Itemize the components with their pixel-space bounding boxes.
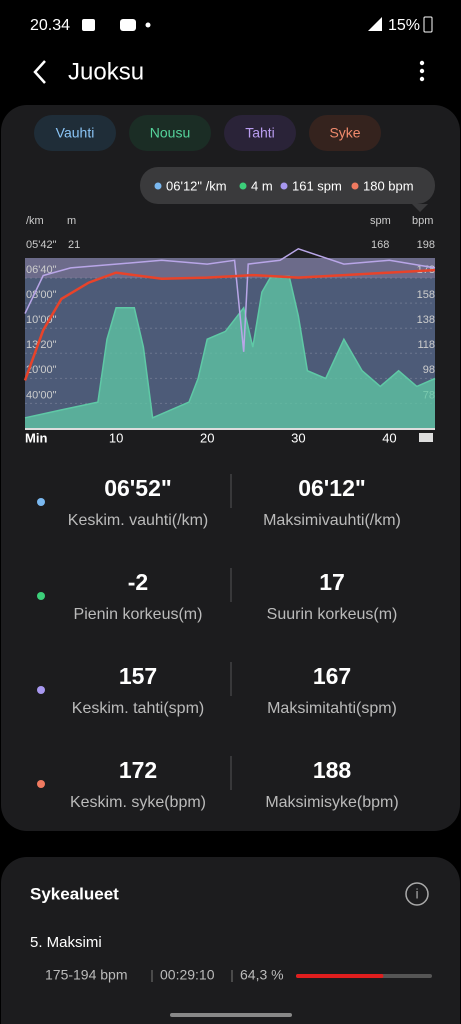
tooltip-dot [239, 182, 247, 190]
stat-dot [37, 498, 45, 506]
stat-value: 06'12" [298, 475, 366, 501]
tab[interactable] [224, 115, 296, 151]
tab-label: Tahti [245, 125, 275, 141]
axis-unit: /km [26, 215, 44, 227]
stat-value: -2 [128, 569, 148, 595]
tooltip-dot [351, 182, 359, 190]
stat-dot [37, 592, 45, 600]
tab[interactable] [309, 115, 381, 151]
page-title: Juoksu [68, 58, 144, 85]
card [1, 105, 460, 831]
stat-label: Keskim. syke(bpm) [70, 794, 206, 811]
section-title: Sykealueet [30, 884, 119, 903]
axis-unit: bpm [412, 215, 433, 227]
stat-value: 188 [313, 757, 352, 783]
card [1, 857, 460, 1024]
stat-value: 06'52" [104, 475, 172, 501]
zone-name: 5. Maksimi [30, 934, 102, 951]
elevation-line [24, 275, 436, 419]
status-time: 20.34 [30, 17, 70, 34]
stat-label: Pienin korkeus(m) [74, 606, 203, 623]
tab-label: Syke [329, 125, 360, 141]
tooltip-dot [154, 182, 162, 190]
x-tick-label: 40 [382, 430, 396, 445]
x-axis [25, 428, 435, 430]
back-button[interactable] [33, 60, 46, 84]
stat-value: 172 [119, 757, 157, 783]
tooltip-value: 06'12" /km [166, 178, 227, 193]
status-icon [82, 19, 95, 31]
tab[interactable] [129, 115, 211, 151]
zone-time: 00:29:10 [160, 967, 215, 983]
axis-unit: m [67, 215, 76, 227]
tab-label: Vauhti [56, 125, 95, 141]
stat-dot [37, 780, 45, 788]
stat-value: 157 [119, 663, 157, 689]
info-icon: i [415, 886, 418, 902]
pace-tick-label: 13'20" [26, 339, 57, 351]
x-tick-label: 30 [291, 430, 305, 445]
tab-label: Nousu [150, 125, 190, 141]
pace-tick-label: 05'42" [26, 239, 57, 251]
stat-label: Maksimivauhti(/km) [263, 512, 401, 529]
finish-icon [419, 433, 433, 442]
more-button[interactable] [419, 60, 425, 82]
stat-label: Keskim. vauhti(/km) [68, 512, 208, 529]
tab[interactable] [34, 115, 116, 151]
y-tick-label: 198 [417, 239, 435, 251]
elevation-tick-label: 21 [68, 239, 80, 251]
status-icon [145, 22, 151, 28]
stat-label: Maksimitahti(spm) [267, 700, 397, 717]
status-battery: 15% [388, 17, 420, 34]
tooltip-value: 180 bpm [363, 178, 414, 193]
x-tick-label: 10 [109, 430, 123, 445]
y-tick-label: 98 [423, 364, 435, 376]
home-handle [170, 1013, 292, 1017]
tooltip [140, 167, 435, 204]
x-axis-label: Min [25, 430, 47, 445]
zone-bar [296, 974, 384, 978]
x-tick-label: 20 [200, 430, 214, 445]
signal-icon [368, 17, 382, 31]
y-tick-label: 158 [417, 289, 435, 301]
pace-tick-label: 08'00" [26, 289, 57, 301]
stat-value: 17 [319, 569, 345, 595]
stat-dot [37, 686, 45, 694]
pace-tick-label: 10'00" [26, 314, 57, 326]
elevation-fill [25, 276, 435, 428]
stat-value: 167 [313, 663, 351, 689]
info-button[interactable] [405, 882, 429, 906]
cadence-line [24, 247, 436, 352]
zone-percent: 64,3 % [240, 967, 284, 983]
zone-range: 175-194 bpm [45, 967, 128, 983]
pace-tick-label: 40'00" [26, 389, 57, 401]
pace-tick-label: 20'00" [26, 364, 57, 376]
tooltip-value: 161 spm [292, 178, 342, 193]
tooltip-value: 4 m [251, 178, 273, 193]
pace-tick-label: 06'40" [26, 264, 57, 276]
axis-unit: spm [370, 215, 391, 227]
status-icon [120, 19, 136, 31]
stat-label: Keskim. tahti(spm) [72, 700, 204, 717]
tooltip-dot [280, 182, 288, 190]
battery-icon [423, 16, 433, 33]
y-tick-label: 138 [417, 314, 435, 326]
stat-label: Maksimisyke(bpm) [265, 794, 398, 811]
y-tick-label: 118 [417, 339, 435, 351]
cadence-tick-label: 168 [371, 239, 389, 251]
bpm-line [23, 268, 436, 381]
stat-label: Suurin korkeus(m) [267, 606, 398, 623]
tooltip-pointer [412, 204, 428, 212]
